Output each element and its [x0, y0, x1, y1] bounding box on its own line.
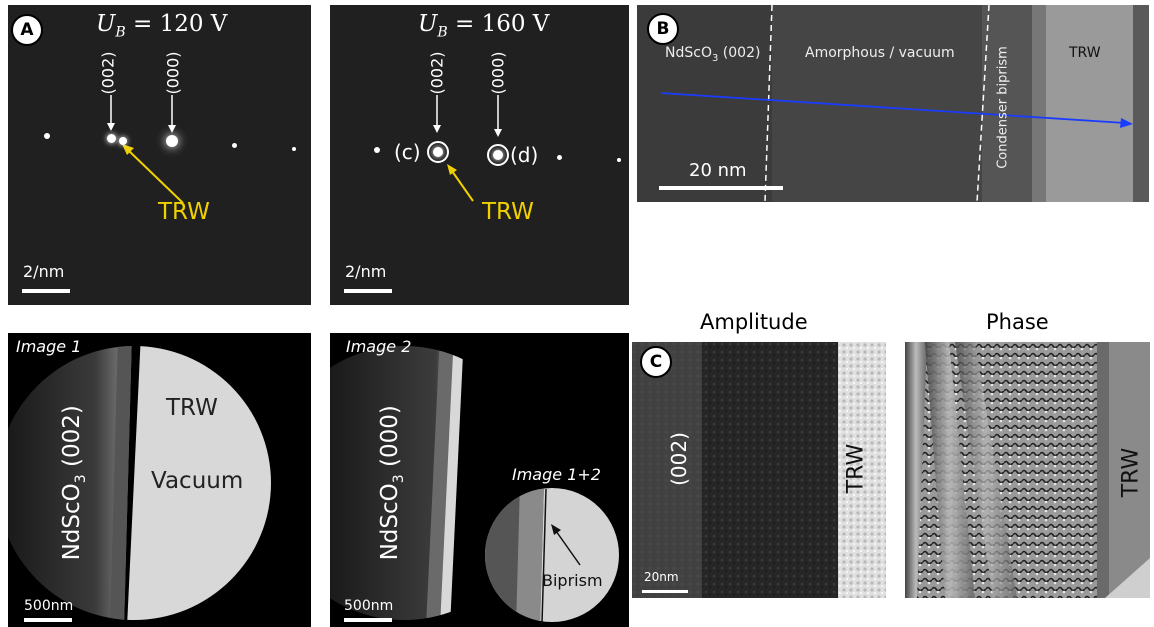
panel-badge-a: A — [11, 14, 43, 46]
region-label-amorphous: Amorphous / vacuum — [805, 45, 955, 61]
diffraction-spot-000 — [493, 150, 503, 160]
crystal-label: NdScO3 (002) — [59, 405, 89, 561]
region-label-trw: TRW — [1069, 45, 1101, 61]
diffraction-spot — [232, 143, 237, 148]
scale-label: 20 nm — [689, 160, 747, 181]
region-label-biprism: Condenser biprism — [995, 46, 1011, 169]
image1-panel: Image 1 NdScO3 (002) TRW Vacuum 500nm — [8, 333, 311, 627]
trw-label: TRW — [158, 199, 210, 225]
diffraction-spot — [557, 155, 562, 160]
image2-panel: Image 2 NdScO3 (000) Image 1+2 Biprism 5… — [330, 333, 629, 627]
amplitude-title: Amplitude — [700, 310, 808, 334]
scale-label: 2/nm — [23, 262, 65, 281]
image2-title: Image 2 — [346, 337, 412, 356]
amp-trw-label: TRW — [843, 443, 869, 494]
biprism-label: Biprism — [542, 571, 603, 590]
scale-label: 2/nm — [345, 262, 387, 281]
amplitude-map — [632, 342, 886, 598]
diffraction-panel-120v: UB = 120 V (002) (000) TRW 2/nm A — [8, 5, 311, 305]
image2-hologram — [330, 346, 619, 624]
phase-map — [905, 342, 1150, 598]
phase-trw-label: TRW — [1118, 447, 1144, 498]
diffraction-panel-160v: UB = 160 V (002) (000) (c) (d) TRW 2/nm — [330, 5, 629, 305]
voltage-title-160v: UB = 160 V — [418, 11, 550, 41]
diffraction-spot — [617, 158, 621, 162]
diffraction-spot-002 — [433, 147, 443, 157]
image1-title: Image 1 — [16, 337, 82, 356]
inset-title: Image 1+2 — [512, 465, 601, 484]
diffraction-spot — [44, 133, 50, 139]
scale-bar — [344, 289, 392, 293]
scale-label: 500nm — [344, 598, 394, 614]
diffraction-arrows — [427, 95, 509, 202]
diffraction-spot-002 — [107, 134, 116, 143]
phase-title: Phase — [986, 310, 1049, 334]
diffraction-arrows — [107, 95, 184, 204]
amp-label-002: (002) — [667, 432, 691, 486]
diffraction-spot — [374, 147, 380, 153]
panel-badge-c: C — [640, 346, 672, 378]
crystal-label: NdScO3 (000) — [377, 405, 407, 561]
trw-label: TRW — [166, 395, 218, 421]
voltage-title-120v: UB = 120 V — [96, 11, 228, 41]
scale-bar — [344, 618, 392, 622]
diffraction-spot — [292, 147, 296, 151]
region-label-ndsco3: NdScO3 (002) — [665, 45, 761, 64]
panel-badge-b: B — [647, 13, 679, 45]
spot-label-d: (d) — [510, 143, 539, 167]
scale-label: 20nm — [644, 570, 679, 584]
tem-image — [637, 5, 1149, 202]
scale-bar — [22, 289, 70, 293]
vacuum-label: Vacuum — [151, 468, 244, 494]
diffraction-spot-trw — [119, 137, 127, 145]
scale-label: 500nm — [24, 598, 74, 614]
diffraction-spot-000 — [166, 135, 178, 147]
scale-bar — [24, 618, 72, 622]
spot-label-c: (c) — [394, 140, 421, 164]
phase-image: TRW — [905, 342, 1150, 598]
amplitude-image: (002) TRW 20nm C — [632, 342, 886, 598]
tem-panel-b: NdScO3 (002) Amorphous / vacuum Condense… — [637, 5, 1149, 202]
trw-label: TRW — [482, 199, 534, 225]
image1-hologram — [8, 346, 271, 620]
